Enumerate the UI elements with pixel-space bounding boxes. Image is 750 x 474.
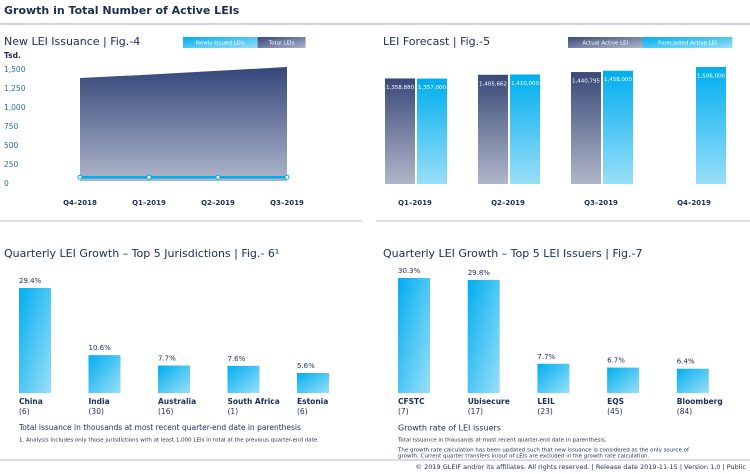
y-tick-label: 500 <box>4 141 19 150</box>
x-tick-label: Q3–2019 <box>270 199 304 207</box>
category-note: (23) <box>537 407 552 416</box>
legend-label: Total LEIs <box>268 41 295 47</box>
x-tick-label: LEIL <box>537 397 555 406</box>
page-title: Growth in Total Number of Active LEIs <box>4 4 240 17</box>
x-tick-label: China <box>19 397 43 406</box>
category-note: (6) <box>19 407 30 416</box>
category-note: (16) <box>158 407 173 416</box>
value-label: 10.6% <box>89 344 112 352</box>
bar <box>398 278 430 393</box>
marker <box>77 174 83 180</box>
bar <box>510 74 540 184</box>
value-label: 7.7% <box>537 353 555 361</box>
value-label: 1,506,000 <box>697 74 725 80</box>
bar <box>607 367 640 393</box>
bar <box>385 78 415 184</box>
bar <box>417 78 447 184</box>
value-label: 29.4% <box>19 277 42 285</box>
bar <box>676 368 709 393</box>
x-tick-label: Q2–2019 <box>201 199 235 207</box>
bar <box>19 288 51 393</box>
note: The growth rate calculation has been upd… <box>397 448 690 454</box>
marker <box>284 174 290 180</box>
category-note: (30) <box>89 407 104 416</box>
marker <box>215 174 221 180</box>
x-tick-label: Bloomberg <box>677 397 723 406</box>
chart-title: Quarterly LEI Growth – Top 5 LEI Issuers… <box>383 247 643 260</box>
x-tick-label: South Africa <box>228 397 280 406</box>
marker <box>146 174 152 180</box>
footer: © 2019 GLEIF and/or its affiliates. All … <box>416 463 747 471</box>
category-note: (45) <box>607 407 622 416</box>
legend-swatch <box>568 37 643 48</box>
x-tick-label: Estonia <box>297 397 328 406</box>
category-note: (1) <box>228 407 239 416</box>
x-tick-label: Australia <box>158 397 196 406</box>
y-tick-label: 1,500 <box>4 65 26 74</box>
bar <box>571 72 601 184</box>
value-label: 1,440,795 <box>572 79 600 85</box>
value-label: 5.6% <box>297 362 315 370</box>
bar <box>537 363 570 393</box>
value-label: 7.7% <box>158 355 176 363</box>
value-label: 1,410,000 <box>511 81 539 87</box>
bar <box>227 365 260 393</box>
y-axis-label: Tsd. <box>4 51 21 60</box>
value-label: 1,357,000 <box>418 85 446 91</box>
note: growth. Current quarter transfers in/out… <box>398 454 649 460</box>
category-note: (6) <box>297 407 308 416</box>
x-tick-label: Q3–2019 <box>584 199 618 207</box>
chart-title: New LEI Issuance | Fig.-4 <box>4 35 140 48</box>
bar <box>297 373 329 393</box>
x-tick-label: Q4–2018 <box>63 199 97 207</box>
note: Total issuance in thousands at most rece… <box>18 423 301 432</box>
note: Total issuance in thousands at most rece… <box>397 438 607 444</box>
value-label: 6.4% <box>677 358 695 366</box>
chart-title: LEI Forecast | Fig.-5 <box>383 35 490 48</box>
bar <box>603 70 633 184</box>
legend-swatch <box>183 37 258 48</box>
note: 1. Analysis includes only those jurisdic… <box>19 438 319 444</box>
value-label: 7.6% <box>228 355 246 363</box>
x-tick-label: Q4–2019 <box>677 199 711 207</box>
y-tick-label: 750 <box>4 122 19 131</box>
x-tick-label: India <box>89 397 110 406</box>
bar <box>478 74 508 184</box>
note: Growth rate of LEI issuers <box>398 424 501 433</box>
legend-swatch <box>642 37 733 48</box>
x-tick-label: Ubisecure <box>468 397 510 406</box>
x-tick-label: CFSTC <box>398 397 425 406</box>
value-label: 1,358,880 <box>386 85 414 91</box>
value-label: 29.8% <box>468 269 491 277</box>
x-tick-label: Q1–2019 <box>398 199 432 207</box>
y-tick-label: 250 <box>4 160 19 169</box>
legend-label: Actual Active LEI <box>582 41 628 47</box>
value-label: 30.3% <box>398 267 421 275</box>
x-tick-label: Q1–2019 <box>132 199 166 207</box>
area <box>80 67 287 181</box>
value-label: 1,458,000 <box>604 77 632 83</box>
x-tick-label: EQS <box>607 397 624 406</box>
y-tick-label: 1,000 <box>4 103 26 112</box>
category-note: (7) <box>398 407 409 416</box>
value-label: 6.7% <box>607 357 625 365</box>
category-note: (84) <box>677 407 692 416</box>
y-tick-label: 1,250 <box>4 84 26 93</box>
category-note: (17) <box>468 407 483 416</box>
legend-swatch <box>257 37 306 48</box>
y-tick-label: 0 <box>4 179 9 188</box>
bar <box>467 279 500 393</box>
legend-label: Forecasted Active LEI <box>658 41 717 47</box>
bar <box>696 67 726 184</box>
value-label: 1,405,662 <box>479 81 507 87</box>
bar <box>158 365 190 393</box>
chart-title: Quarterly LEI Growth – Top 5 Jurisdictio… <box>4 247 279 260</box>
x-tick-label: Q2–2019 <box>491 199 525 207</box>
bar <box>88 355 121 393</box>
legend-label: Newly Issued LEIs <box>196 41 245 47</box>
